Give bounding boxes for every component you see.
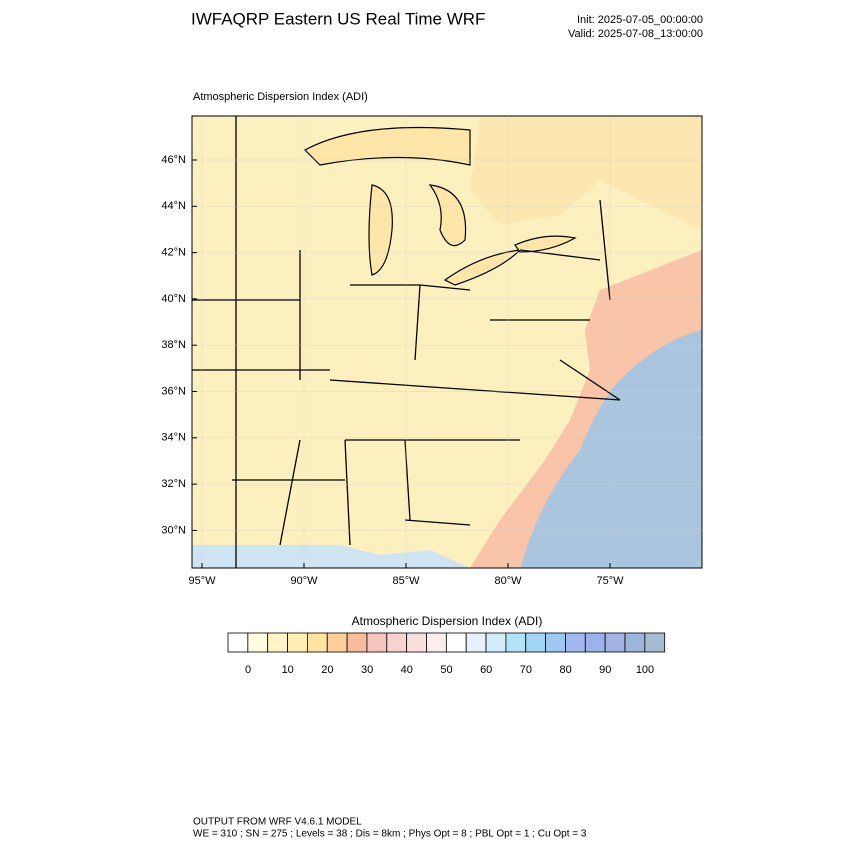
init-time: Init: 2025-07-05_00:00:00 <box>577 14 703 26</box>
lon-label: 85°W <box>392 575 420 587</box>
footer-line-2: WE = 310 ; SN = 275 ; Levels = 38 ; Dis … <box>193 829 587 840</box>
colorbar-box <box>545 632 566 653</box>
colorbar-box <box>505 632 527 653</box>
colorbar-box <box>386 632 408 653</box>
lake-huron <box>428 184 467 247</box>
lat-label: 42°N <box>161 247 186 259</box>
map-field <box>192 116 702 568</box>
lat-label: 30°N <box>161 524 186 536</box>
canada-field <box>470 116 702 230</box>
colorbar-box <box>426 632 447 653</box>
colorbar-label: 40 <box>401 664 413 676</box>
title: IWFAQRP Eastern US Real Time WRF <box>191 9 485 28</box>
colorbar-box <box>604 632 626 653</box>
colorbar-box <box>406 632 427 653</box>
colorbar-label: 0 <box>245 664 251 676</box>
valid-time: Valid: 2025-07-08_13:00:00 <box>568 28 703 40</box>
colorbar-label: 100 <box>636 664 654 676</box>
ocean-field <box>520 330 702 568</box>
colorbar-label: 20 <box>321 664 333 676</box>
map-frame <box>191 115 703 569</box>
lake-superior <box>304 126 471 166</box>
lat-label: 44°N <box>161 200 186 212</box>
colorbar-label: 60 <box>480 664 492 676</box>
colorbar-box <box>644 632 666 653</box>
colorbar-box <box>267 632 288 653</box>
colorbar-box <box>485 632 507 653</box>
colorbar-box <box>287 632 308 653</box>
colorbar-box <box>445 632 467 653</box>
map-label: Atmospheric Dispersion Index (ADI) <box>193 91 368 103</box>
colorbar-label: 30 <box>361 664 373 676</box>
lon-label: 90°W <box>290 575 318 587</box>
colorbar-label: 50 <box>440 664 452 676</box>
colorbar-box <box>366 632 388 653</box>
lon-label: 95°W <box>188 575 216 587</box>
lat-label: 34°N <box>161 432 186 444</box>
colorbar-box <box>584 632 606 653</box>
colorbar-label: 70 <box>520 664 532 676</box>
colorbar-box <box>306 632 328 653</box>
gulf-field <box>192 545 470 568</box>
colorbar-title: Atmospheric Dispersion Index (ADI) <box>352 614 543 628</box>
lat-label: 36°N <box>161 385 186 397</box>
colorbar-label: 80 <box>559 664 571 676</box>
colorbar-box <box>227 632 249 653</box>
colorbar-box <box>326 632 348 653</box>
lon-label: 80°W <box>494 575 522 587</box>
lat-label: 32°N <box>161 478 186 490</box>
colorbar-box <box>247 632 269 653</box>
footer-line-1: OUTPUT FROM WRF V4.6.1 MODEL <box>193 817 362 828</box>
lat-label: 40°N <box>161 293 186 305</box>
lat-label: 38°N <box>161 339 186 351</box>
state-borders <box>192 116 621 568</box>
lat-label: 46°N <box>161 154 186 166</box>
colorbar-label: 10 <box>282 664 294 676</box>
colorbar-box <box>346 632 368 653</box>
colorbar-label: 90 <box>599 664 611 676</box>
colorbar-box <box>525 632 547 653</box>
colorbar-box <box>465 632 487 653</box>
colorbar-box <box>624 632 646 653</box>
colorbar-box <box>565 632 586 653</box>
lon-label: 75°W <box>596 575 624 587</box>
